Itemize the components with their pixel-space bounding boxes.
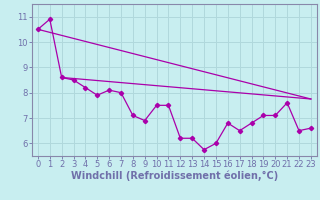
X-axis label: Windchill (Refroidissement éolien,°C): Windchill (Refroidissement éolien,°C) [71, 171, 278, 181]
